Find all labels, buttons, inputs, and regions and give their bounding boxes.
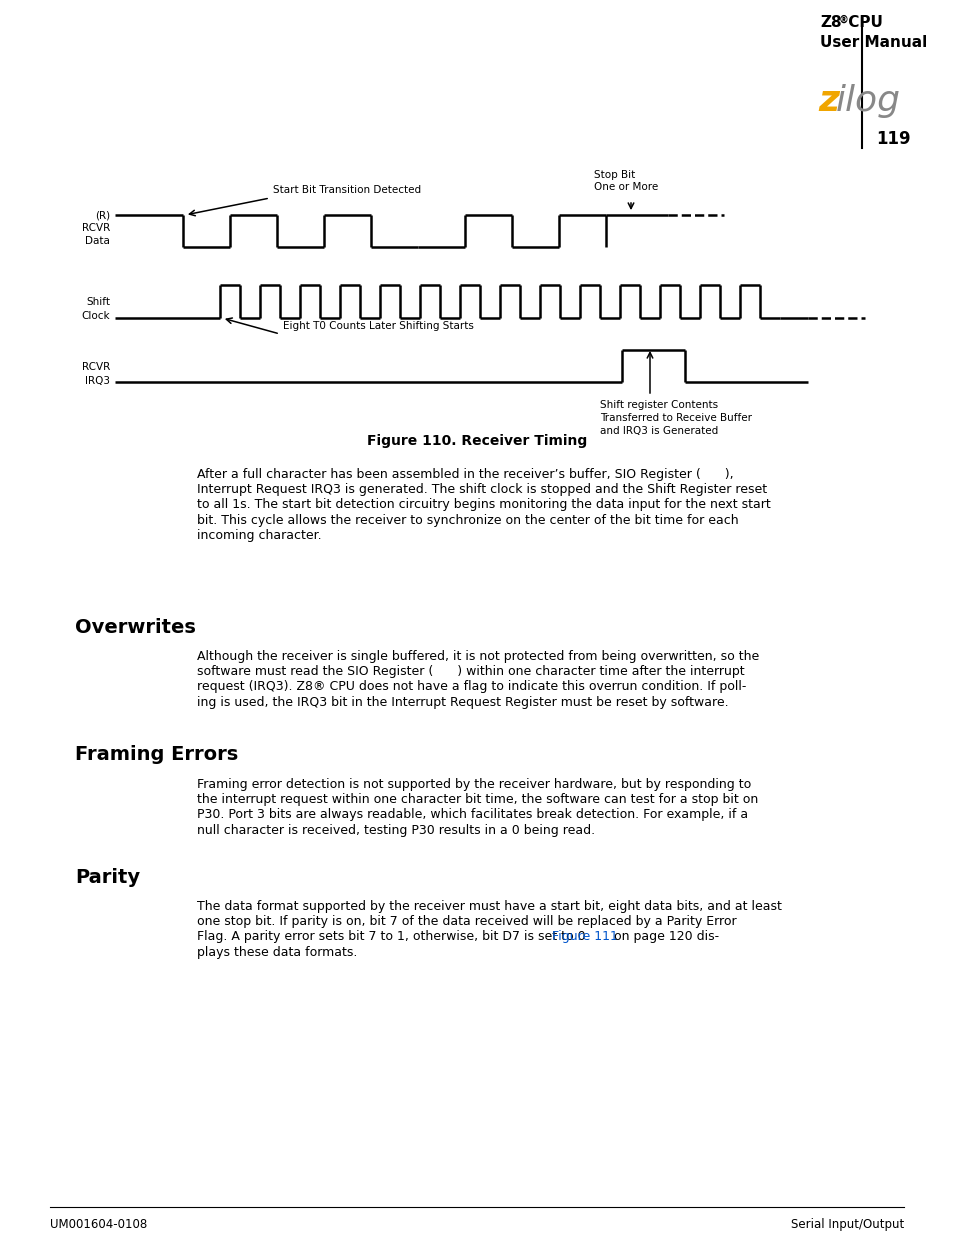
Text: one stop bit. If parity is on, bit 7 of the data received will be replaced by a : one stop bit. If parity is on, bit 7 of …	[196, 915, 736, 929]
Text: 119: 119	[875, 130, 910, 148]
Text: on page 120 dis-: on page 120 dis-	[610, 930, 719, 944]
Text: Clock: Clock	[81, 311, 110, 321]
Text: Shift: Shift	[86, 296, 110, 308]
Text: UM001604-0108: UM001604-0108	[50, 1218, 147, 1231]
Text: Z8: Z8	[820, 15, 841, 30]
Text: bit. This cycle allows the receiver to synchronize on the center of the bit time: bit. This cycle allows the receiver to s…	[196, 514, 738, 526]
Text: User Manual: User Manual	[820, 35, 926, 49]
Text: RCVR: RCVR	[82, 362, 110, 372]
Text: Flag. A parity error sets bit 7 to 1, otherwise, bit D7 is set to 0.: Flag. A parity error sets bit 7 to 1, ot…	[196, 930, 593, 944]
Text: CPU: CPU	[842, 15, 882, 30]
Text: the interrupt request within one character bit time, the software can test for a: the interrupt request within one charact…	[196, 793, 758, 806]
Text: Figure 111: Figure 111	[552, 930, 618, 944]
Text: Parity: Parity	[75, 868, 140, 887]
Text: ®: ®	[838, 15, 848, 25]
Text: Eight T0 Counts Later Shifting Starts: Eight T0 Counts Later Shifting Starts	[283, 321, 474, 331]
Text: Shift register Contents
Transferred to Receive Buffer
and IRQ3 is Generated: Shift register Contents Transferred to R…	[599, 400, 751, 436]
Text: Overwrites: Overwrites	[75, 618, 195, 637]
Text: ilog: ilog	[835, 84, 900, 119]
Text: null character is received, testing P30 results in a 0 being read.: null character is received, testing P30 …	[196, 824, 595, 836]
Text: IRQ3: IRQ3	[85, 375, 110, 387]
Text: Figure 110. Receiver Timing: Figure 110. Receiver Timing	[367, 433, 586, 448]
Text: (R): (R)	[94, 210, 110, 220]
Text: Framing error detection is not supported by the receiver hardware, but by respon: Framing error detection is not supported…	[196, 778, 750, 790]
Text: P30. Port 3 bits are always readable, which facilitates break detection. For exa: P30. Port 3 bits are always readable, wh…	[196, 809, 747, 821]
Text: The data format supported by the receiver must have a start bit, eight data bits: The data format supported by the receive…	[196, 900, 781, 913]
Text: incoming character.: incoming character.	[196, 529, 321, 542]
Text: ing is used, the IRQ3 bit in the Interrupt Request Register must be reset by sof: ing is used, the IRQ3 bit in the Interru…	[196, 695, 728, 709]
Text: z: z	[817, 84, 838, 119]
Text: Serial Input/Output: Serial Input/Output	[790, 1218, 903, 1231]
Text: request (IRQ3). Z8® CPU does not have a flag to indicate this overrun condition.: request (IRQ3). Z8® CPU does not have a …	[196, 680, 745, 693]
Text: to all 1s. The start bit detection circuitry begins monitoring the data input fo: to all 1s. The start bit detection circu…	[196, 499, 770, 511]
Text: Although the receiver is single buffered, it is not protected from being overwri: Although the receiver is single buffered…	[196, 650, 759, 663]
Text: Framing Errors: Framing Errors	[75, 745, 238, 764]
Text: plays these data formats.: plays these data formats.	[196, 946, 357, 958]
Text: Interrupt Request IRQ3 is generated. The shift clock is stopped and the Shift Re: Interrupt Request IRQ3 is generated. The…	[196, 483, 766, 496]
Text: RCVR: RCVR	[82, 224, 110, 233]
Text: Start Bit Transition Detected: Start Bit Transition Detected	[273, 185, 420, 195]
Text: software must read the SIO Register (      ) within one character time after the: software must read the SIO Register ( ) …	[196, 666, 744, 678]
Text: Data: Data	[85, 236, 110, 246]
Text: Stop Bit
One or More: Stop Bit One or More	[594, 169, 658, 191]
Text: After a full character has been assembled in the receiver’s buffer, SIO Register: After a full character has been assemble…	[196, 468, 733, 480]
